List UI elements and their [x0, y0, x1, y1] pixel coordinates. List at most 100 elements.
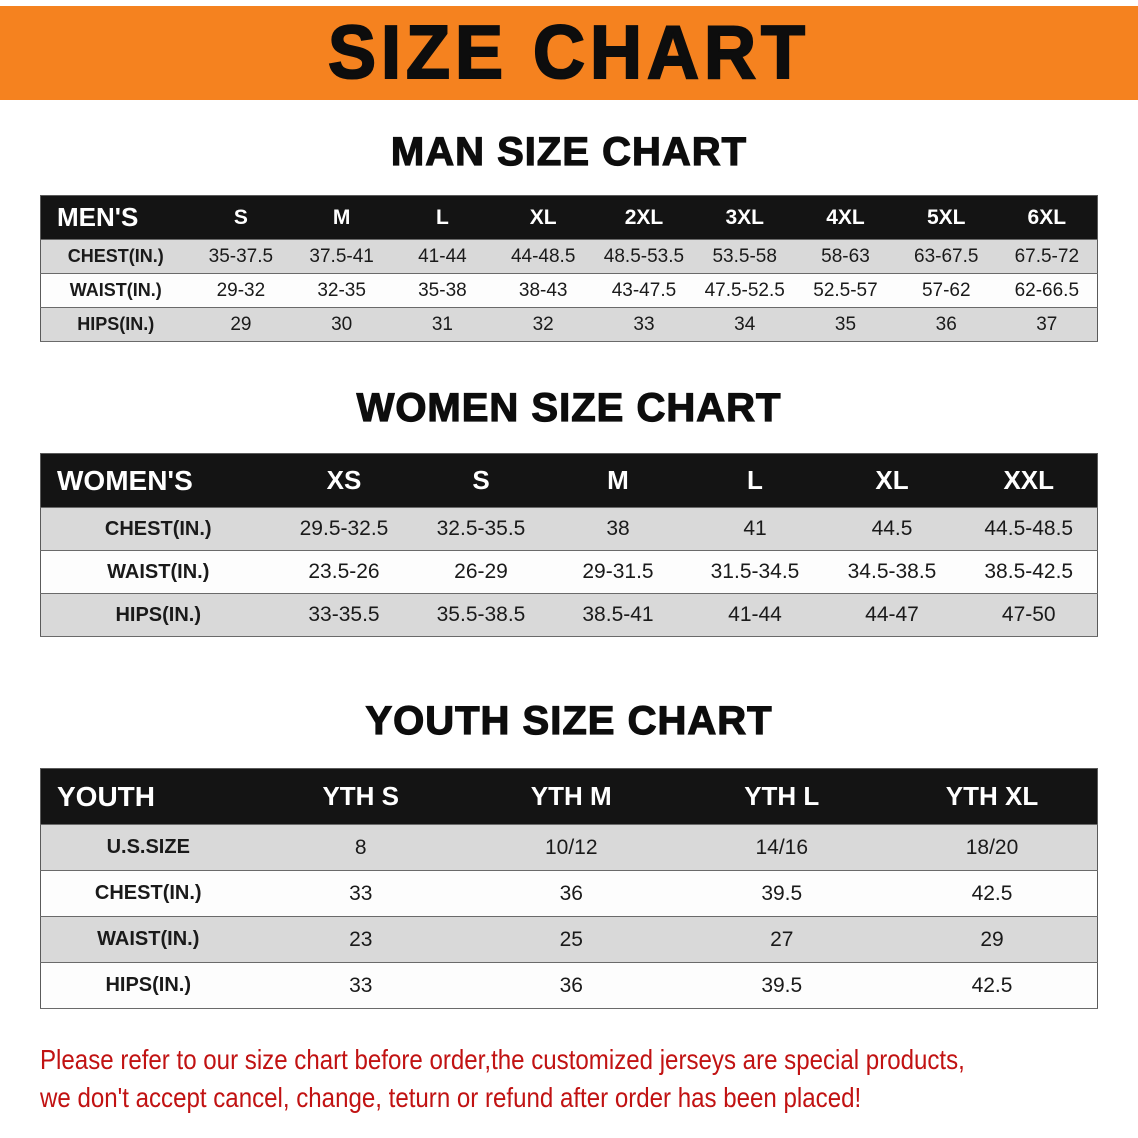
size-header-cell: YTH M — [466, 768, 677, 825]
value-cell: 29-31.5 — [582, 560, 654, 583]
disclaimer-note: Please refer to our size chart before or… — [40, 1041, 1138, 1117]
value-cell: 43-47.5 — [611, 279, 677, 301]
value-cell: 58-63 — [821, 245, 870, 267]
women-size-section: WOMEN SIZE CHART WOMEN'S XS S M L XL XXL CHEST(… — [0, 385, 1138, 637]
size-header-cell: 3XL — [694, 195, 796, 240]
value-cell: 63-67.5 — [914, 245, 979, 267]
row-label-cell: U.S.SIZE — [106, 836, 190, 858]
value-cell: 41-44 — [728, 603, 782, 626]
value-cell: 37 — [1036, 313, 1058, 335]
value-cell: 34.5-38.5 — [847, 560, 937, 583]
value-cell: 33 — [633, 313, 655, 335]
value-cell: 31 — [431, 313, 453, 335]
value-cell: 14/16 — [755, 835, 809, 859]
title-banner: SIZE CHART — [0, 6, 1138, 100]
row-label-cell: WAIST(IN.) — [107, 560, 210, 583]
value-cell: 44.5 — [871, 517, 913, 540]
value-cell: 33-35.5 — [308, 603, 380, 626]
value-cell: 62-66.5 — [1014, 279, 1080, 301]
row-label-cell: CHEST(IN.) — [67, 246, 164, 266]
disclaimer-line-2: we don't accept cancel, change, teturn o… — [40, 1082, 862, 1113]
row-label-cell: WAIST(IN.) — [97, 928, 200, 950]
value-cell: 42.5 — [971, 973, 1013, 997]
value-cell: 52.5-57 — [813, 279, 878, 301]
table-row: WAIST(IN.) 23.5-26 26-29 29-31.5 31.5-34.5 34… — [40, 550, 1098, 594]
size-header-cell: XL — [492, 195, 594, 240]
table-row: HIPS(IN.) 29 30 31 32 33 34 35 36 37 — [40, 307, 1098, 342]
value-cell: 31.5-34.5 — [710, 560, 800, 583]
value-cell: 48.5-53.5 — [603, 245, 685, 267]
size-header-cell: S — [412, 453, 550, 508]
table-row: U.S.SIZE 8 10/12 14/16 18/20 — [40, 824, 1098, 871]
value-cell: 38-43 — [518, 279, 568, 301]
table-header-row: YOUTH YTH S YTH M YTH L YTH XL — [40, 768, 1098, 825]
value-cell: 32-35 — [317, 279, 366, 301]
table-title-cell: YOUTH — [40, 768, 256, 825]
value-cell: 33 — [349, 881, 373, 905]
value-cell: 36 — [935, 313, 957, 335]
size-header-cell: 2XL — [593, 195, 695, 240]
table-row: HIPS(IN.) 33 36 39.5 42.5 — [40, 962, 1098, 1009]
size-header-cell: M — [549, 453, 687, 508]
youth-section-heading: YOUTH SIZE CHART — [365, 698, 773, 743]
value-cell: 38.5-41 — [582, 603, 654, 626]
value-cell: 57-62 — [921, 279, 971, 301]
value-cell: 29.5-32.5 — [299, 517, 389, 540]
table-row: CHEST(IN.) 29.5-32.5 32.5-35.5 38 41 44.5 44.5… — [40, 507, 1098, 551]
value-cell: 35 — [834, 313, 857, 335]
men-section-heading: MAN SIZE CHART — [390, 129, 748, 174]
value-cell: 39.5 — [761, 881, 803, 905]
table-row: CHEST(IN.) 33 36 39.5 42.5 — [40, 870, 1098, 917]
value-cell: 41-44 — [418, 245, 467, 267]
value-cell: 10/12 — [544, 835, 598, 859]
value-cell: 8 — [354, 835, 367, 859]
size-header-cell: YTH S — [255, 768, 466, 825]
value-cell: 29 — [230, 313, 252, 335]
value-cell: 23.5-26 — [308, 560, 380, 583]
table-row: WAIST(IN.) 23 25 27 29 — [40, 916, 1098, 963]
value-cell: 36 — [559, 973, 583, 997]
men-size-section: MAN SIZE CHART MEN'S S M L XL 2XL 3XL 4XL 5XL 6XL… — [0, 129, 1138, 342]
value-cell: 18/20 — [965, 835, 1019, 859]
row-label-cell: CHEST(IN.) — [104, 517, 212, 540]
table-row: HIPS(IN.) 33-35.5 35.5-38.5 38.5-41 41-44 44-… — [40, 593, 1098, 637]
value-cell: 26-29 — [454, 560, 508, 583]
value-cell: 44-47 — [865, 603, 919, 626]
table-title-cell: WOMEN'S — [40, 453, 276, 508]
value-cell: 35-38 — [418, 279, 467, 301]
size-header-cell: YTH L — [676, 768, 887, 825]
size-header-cell: XS — [275, 453, 413, 508]
value-cell: 39.5 — [761, 973, 803, 997]
value-cell: 67.5-72 — [1014, 245, 1080, 267]
value-cell: 47-50 — [1001, 603, 1056, 626]
table-row: WAIST(IN.) 29-32 32-35 35-38 38-43 43-47.5 47.… — [40, 273, 1098, 308]
youth-size-table: YOUTH YTH S YTH M YTH L YTH XL U.S.SIZE 8 10/12… — [40, 768, 1098, 1009]
youth-size-section: YOUTH SIZE CHART YOUTH YTH S YTH M YTH L YTH… — [0, 698, 1138, 1009]
value-cell: 23 — [349, 927, 373, 951]
value-cell: 42.5 — [971, 881, 1013, 905]
disclaimer-line-1: Please refer to our size chart before or… — [40, 1044, 965, 1075]
women-section-heading: WOMEN SIZE CHART — [356, 385, 782, 430]
size-header-cell: S — [190, 195, 292, 240]
table-header-row: WOMEN'S XS S M L XL XXL — [40, 453, 1098, 508]
row-label-cell: CHEST(IN.) — [94, 882, 202, 904]
value-cell: 32.5-35.5 — [436, 517, 526, 540]
value-cell: 35-37.5 — [208, 245, 274, 267]
size-header-cell: XL — [823, 453, 961, 508]
value-cell: 53.5-58 — [712, 245, 777, 267]
value-cell: 38.5-42.5 — [984, 560, 1074, 583]
men-size-table: MEN'S S M L XL 2XL 3XL 4XL 5XL 6XL CHEST(IN.) 35-37… — [40, 195, 1098, 342]
row-label-cell: HIPS(IN.) — [105, 974, 192, 996]
row-label-cell: HIPS(IN.) — [77, 314, 155, 334]
size-header-cell: 6XL — [996, 195, 1098, 240]
table-row: CHEST(IN.) 35-37.5 37.5-41 41-44 44-48.5 48.5… — [40, 239, 1098, 274]
value-cell: 29-32 — [216, 279, 266, 301]
size-header-cell: M — [291, 195, 393, 240]
table-title-cell: MEN'S — [40, 195, 191, 240]
value-cell: 44.5-48.5 — [984, 517, 1074, 540]
value-cell: 36 — [559, 881, 583, 905]
size-header-cell: 5XL — [895, 195, 997, 240]
value-cell: 41 — [743, 517, 767, 540]
value-cell: 37.5-41 — [309, 245, 374, 267]
value-cell: 38 — [606, 517, 630, 540]
